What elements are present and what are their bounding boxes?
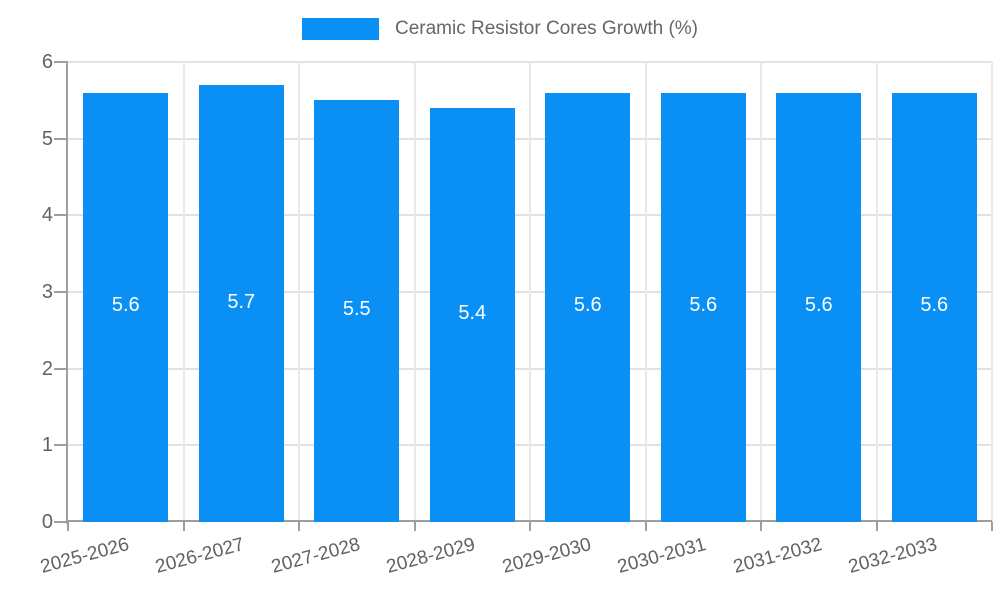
y-tick-label: 2	[41, 357, 53, 380]
x-axis-tick	[760, 522, 762, 531]
bar[interactable]: 5.5	[314, 100, 400, 522]
y-axis-line	[66, 62, 68, 524]
x-axis-line	[66, 520, 992, 522]
x-axis-tick	[298, 522, 300, 531]
y-axis-tick	[54, 137, 68, 140]
bar[interactable]: 5.4	[429, 108, 515, 522]
bar-value-label: 5.6	[111, 294, 140, 317]
y-tick-label: 1	[41, 434, 53, 457]
legend-swatch	[302, 18, 379, 40]
bar[interactable]: 5.6	[660, 92, 746, 522]
y-tick-label: 3	[41, 281, 53, 303]
bar[interactable]: 5.6	[776, 92, 862, 522]
bar-value-label: 5.5	[342, 298, 371, 321]
v-gridline	[991, 62, 993, 522]
v-gridline	[529, 62, 531, 522]
bar[interactable]: 5.6	[83, 92, 169, 522]
bar[interactable]: 5.6	[891, 92, 977, 522]
bar[interactable]: 5.7	[198, 85, 284, 522]
x-axis-tick	[529, 522, 531, 531]
bar[interactable]: 5.6	[545, 92, 631, 522]
x-axis-tick	[991, 522, 993, 531]
bar-value-label: 5.6	[573, 294, 602, 317]
x-axis-tick	[413, 522, 416, 531]
y-tick-label: 4	[41, 204, 53, 227]
x-axis-tick	[67, 522, 69, 531]
y-axis-tick	[54, 61, 68, 63]
bar-value-label: 5.4	[458, 302, 487, 324]
legend-label: Ceramic Resistor Cores Growth (%)	[395, 18, 698, 39]
v-gridline	[182, 62, 185, 522]
y-axis-tick	[54, 444, 68, 447]
y-axis-tick	[54, 291, 68, 293]
bar-value-label: 5.6	[804, 294, 833, 317]
y-axis-tick	[54, 521, 68, 523]
v-gridline	[760, 62, 762, 522]
bar-value-label: 5.6	[689, 294, 718, 317]
y-axis-tick	[54, 214, 68, 217]
y-tick-label: 5	[41, 127, 53, 150]
x-axis-tick	[644, 522, 647, 531]
y-tick-label: 0	[41, 511, 53, 533]
y-axis-tick	[54, 367, 68, 370]
bar-value-label: 5.7	[227, 290, 256, 313]
v-gridline	[875, 62, 878, 522]
chart-legend[interactable]: Ceramic Resistor Cores Growth (%)	[0, 18, 1000, 40]
x-axis-tick	[875, 522, 878, 531]
v-gridline	[644, 62, 647, 522]
bar-value-label: 5.6	[920, 294, 949, 317]
v-gridline	[298, 62, 300, 522]
x-axis-tick	[182, 522, 185, 531]
v-gridline	[413, 62, 416, 522]
y-tick-label: 6	[41, 51, 53, 73]
